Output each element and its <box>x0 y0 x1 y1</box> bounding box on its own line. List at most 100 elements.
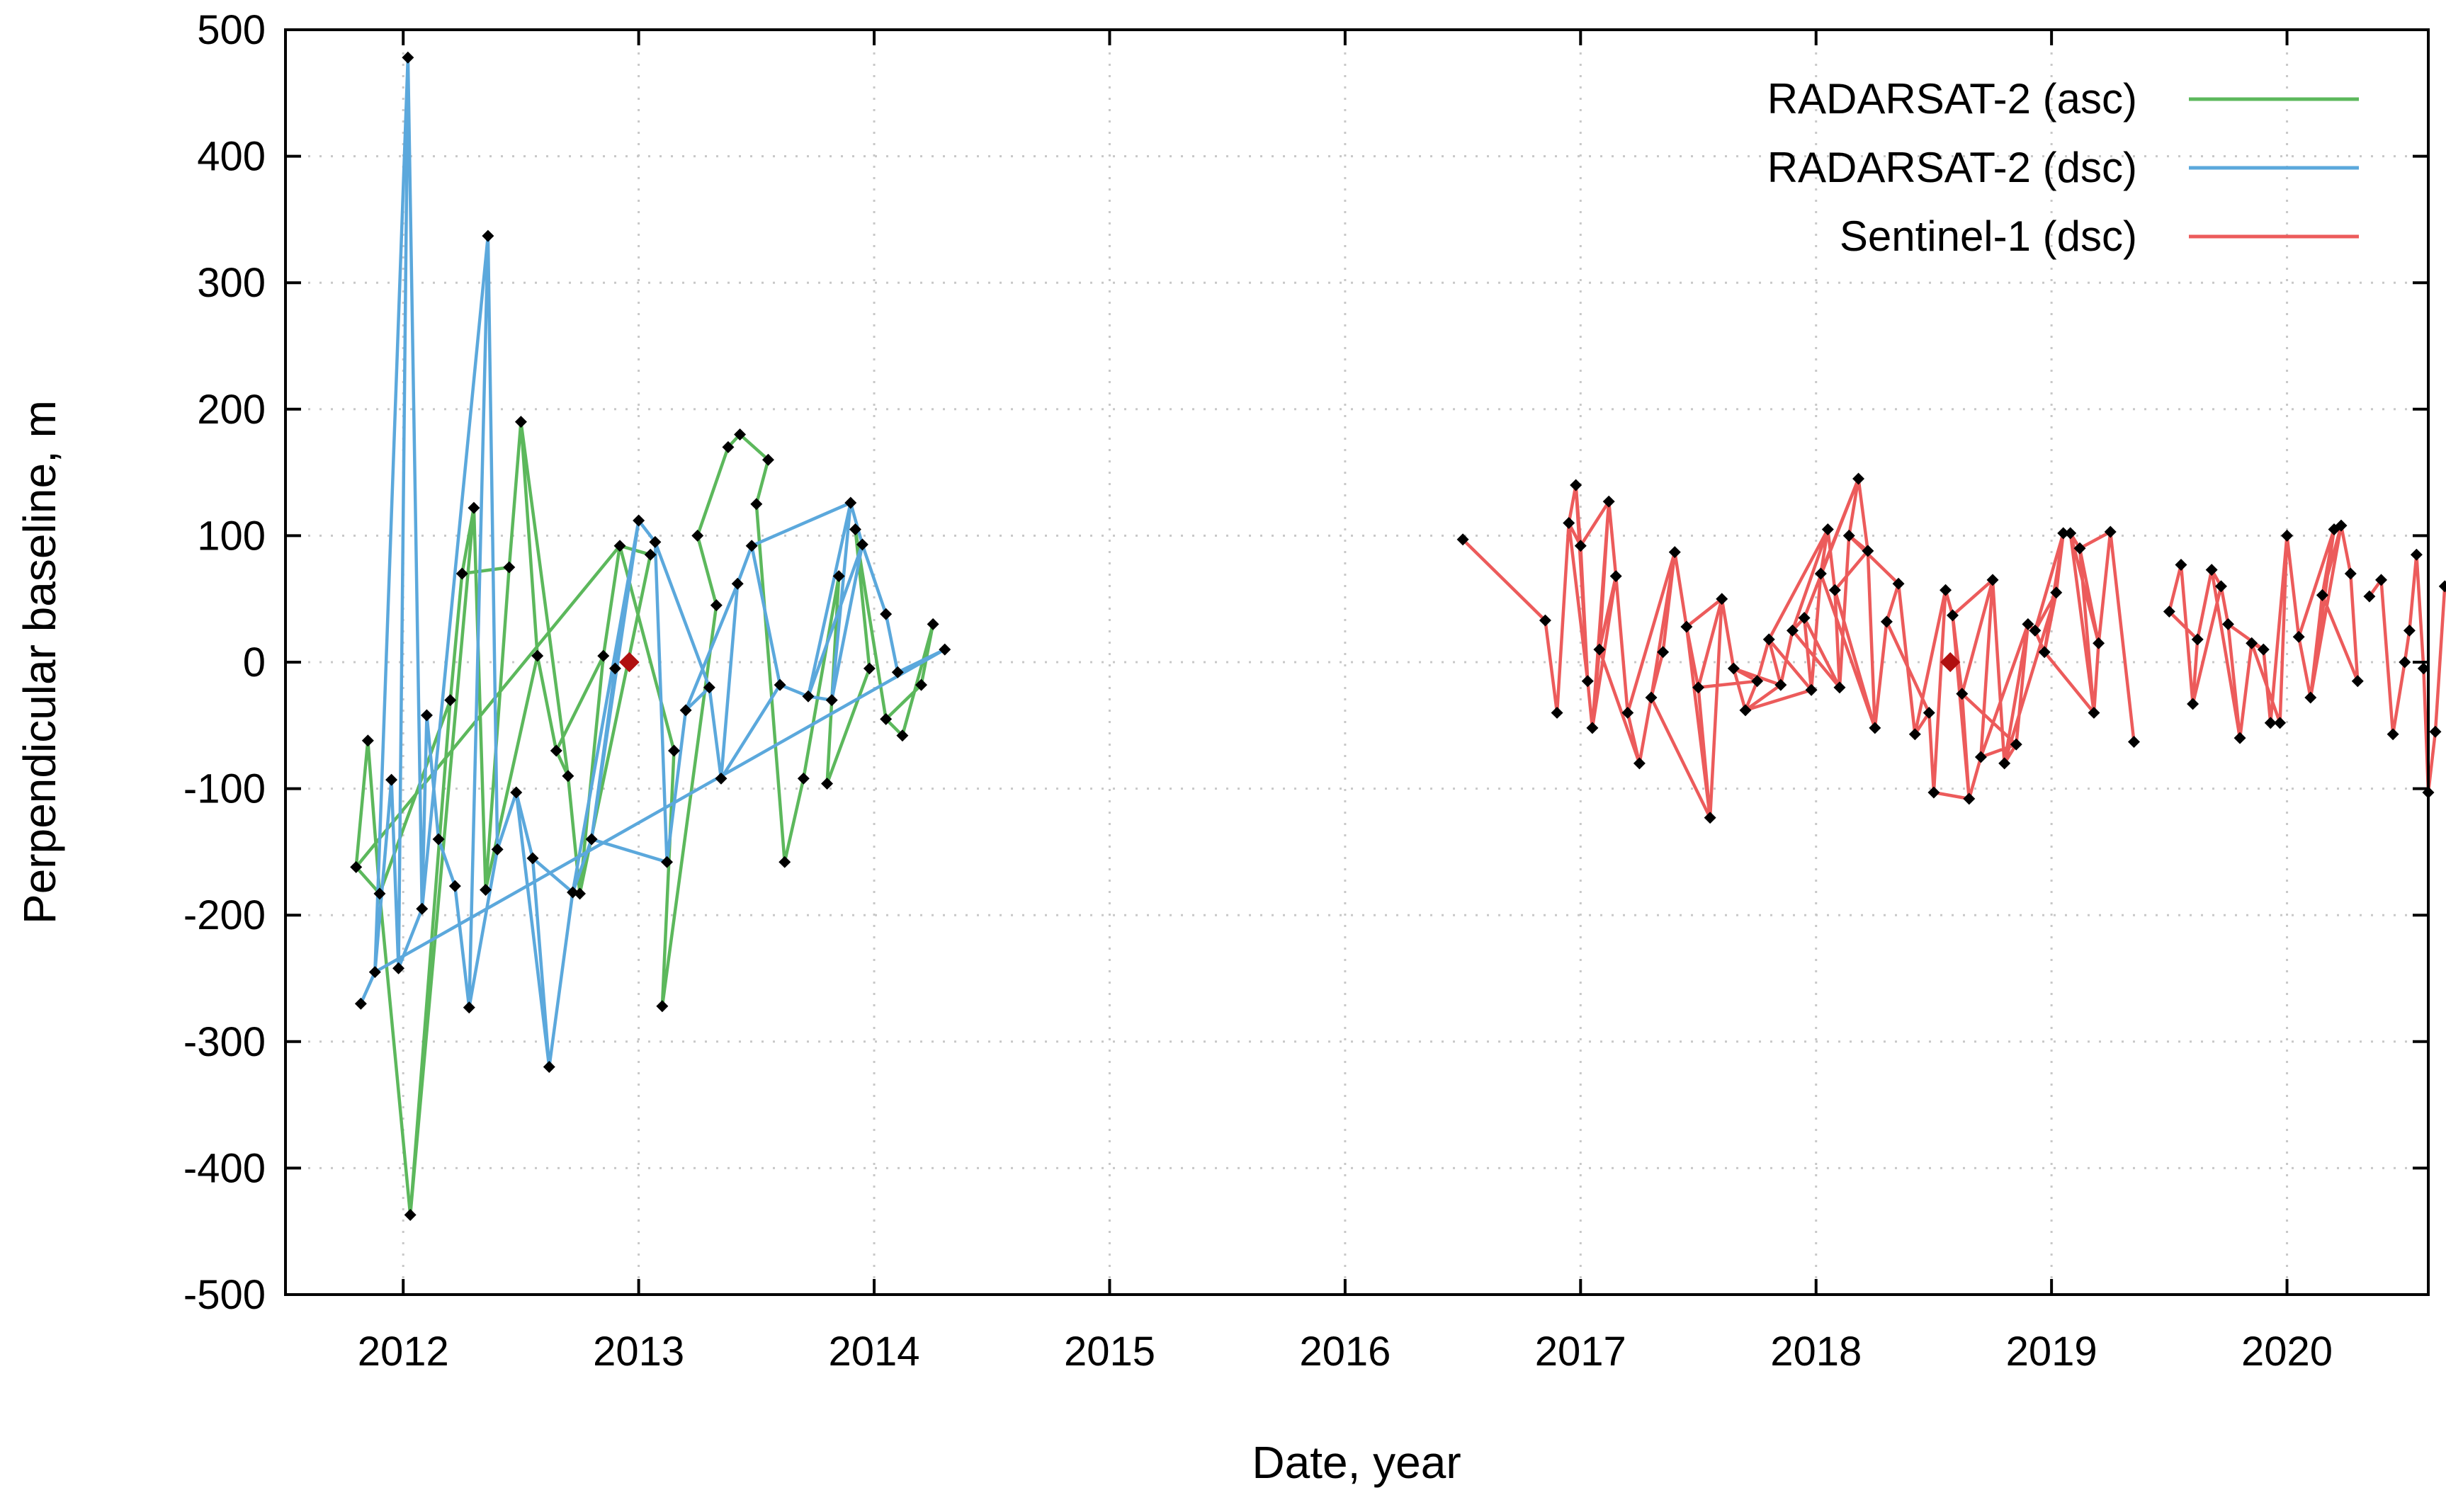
data-point <box>2187 698 2199 710</box>
data-point <box>927 618 939 630</box>
data-point <box>1539 614 1551 627</box>
data-point <box>1739 704 1752 717</box>
legend-label-radarsat-2-asc: RADARSAT-2 (asc) <box>1767 75 2137 123</box>
data-point <box>896 729 909 742</box>
data-point <box>2127 736 2140 749</box>
data-point <box>880 712 893 725</box>
data-point <box>1563 517 1575 530</box>
data-point <box>613 540 626 552</box>
y-tick-label: 0 <box>243 640 266 686</box>
data-point <box>2335 519 2348 532</box>
data-point <box>734 428 747 441</box>
data-point <box>797 772 810 785</box>
x-tick-labels: 2012 2013 2014 2015 2016 2017 2018 2019 2020 <box>358 1329 2333 1375</box>
data-point <box>1852 472 1865 485</box>
data-point <box>1586 722 1599 734</box>
data-point <box>856 538 868 551</box>
data-point <box>1716 593 1728 606</box>
data-point <box>633 514 645 527</box>
data-point <box>844 496 857 509</box>
series-line-sentinel-1-dsc <box>1461 477 2446 819</box>
data-point <box>1704 812 1716 824</box>
data-point <box>1645 691 1658 704</box>
data-point <box>1880 615 1893 628</box>
data-point <box>761 453 774 466</box>
data-point <box>482 229 494 242</box>
data-point <box>750 498 763 511</box>
data-point <box>2175 558 2187 571</box>
data-point <box>432 833 445 846</box>
data-point <box>880 608 893 620</box>
data-point <box>649 535 662 548</box>
data-point <box>2104 525 2117 538</box>
x-tick-label: 2019 <box>2006 1329 2097 1375</box>
data-point <box>691 529 704 542</box>
data-point <box>2410 548 2423 561</box>
data-point <box>1956 688 1969 700</box>
data-point <box>416 902 429 915</box>
data-point <box>2386 728 2399 741</box>
data-point <box>891 666 904 678</box>
data-point <box>2375 574 2388 586</box>
data-point <box>1581 675 1594 688</box>
data-point <box>1998 757 2011 770</box>
data-point <box>939 643 951 656</box>
y-axis-title: Perpendicular baseline, m <box>14 400 65 924</box>
data-point <box>644 548 657 561</box>
y-tick-label: 100 <box>197 513 266 559</box>
data-point <box>1456 533 1469 546</box>
data-point <box>2221 618 2234 630</box>
data-point <box>463 1001 475 1014</box>
data-point <box>2205 564 2218 576</box>
data-point <box>2363 590 2376 603</box>
data-point <box>1668 546 1681 559</box>
data-point <box>1774 678 1787 691</box>
y-tick-label: 300 <box>197 260 266 306</box>
axis-ticks <box>285 28 2428 1296</box>
y-tick-label: -200 <box>183 892 266 938</box>
data-point <box>703 681 715 694</box>
x-tick-label: 2020 <box>2241 1329 2333 1375</box>
data-point <box>802 690 815 703</box>
data-point <box>2022 618 2034 630</box>
x-axis-title: Date, year <box>1252 1437 1461 1488</box>
data-point <box>420 709 433 722</box>
data-point <box>1593 643 1606 656</box>
data-point <box>444 694 457 707</box>
data-point <box>1621 706 1634 719</box>
data-point <box>402 51 414 64</box>
data-point <box>2010 738 2022 751</box>
data-point <box>1927 786 1940 799</box>
x-tick-label: 2016 <box>1299 1329 1391 1375</box>
data-point <box>2214 580 2227 593</box>
data-point <box>543 1061 555 1074</box>
data-point <box>550 744 562 757</box>
data-point <box>1842 529 1855 542</box>
data-point <box>491 843 504 856</box>
data-point <box>526 852 539 865</box>
data-point <box>597 649 610 662</box>
y-tick-label: 200 <box>197 387 266 433</box>
data-point <box>778 856 791 868</box>
data-point <box>2344 567 2357 580</box>
data-point <box>1727 662 1740 675</box>
data-point <box>2292 630 2305 643</box>
data-point <box>1828 584 1841 596</box>
y-tick-label: -500 <box>183 1272 266 1318</box>
data-point <box>1940 584 1952 596</box>
data-point <box>1609 570 1622 583</box>
x-tick-label: 2014 <box>829 1329 920 1375</box>
data-point <box>679 704 692 717</box>
y-tick-labels: -500 -400 -300 -200 -100 0 100 200 300 400 500 <box>183 7 266 1318</box>
data-point <box>2073 542 2086 555</box>
data-point <box>863 662 876 675</box>
x-tick-label: 2015 <box>1064 1329 1155 1375</box>
data-point <box>2057 527 2070 540</box>
data-point <box>832 570 845 583</box>
data-point <box>745 540 758 552</box>
data-point <box>661 856 674 868</box>
data-point <box>1908 728 1921 741</box>
data-point <box>825 694 838 707</box>
y-tick-label: -400 <box>183 1145 266 1191</box>
